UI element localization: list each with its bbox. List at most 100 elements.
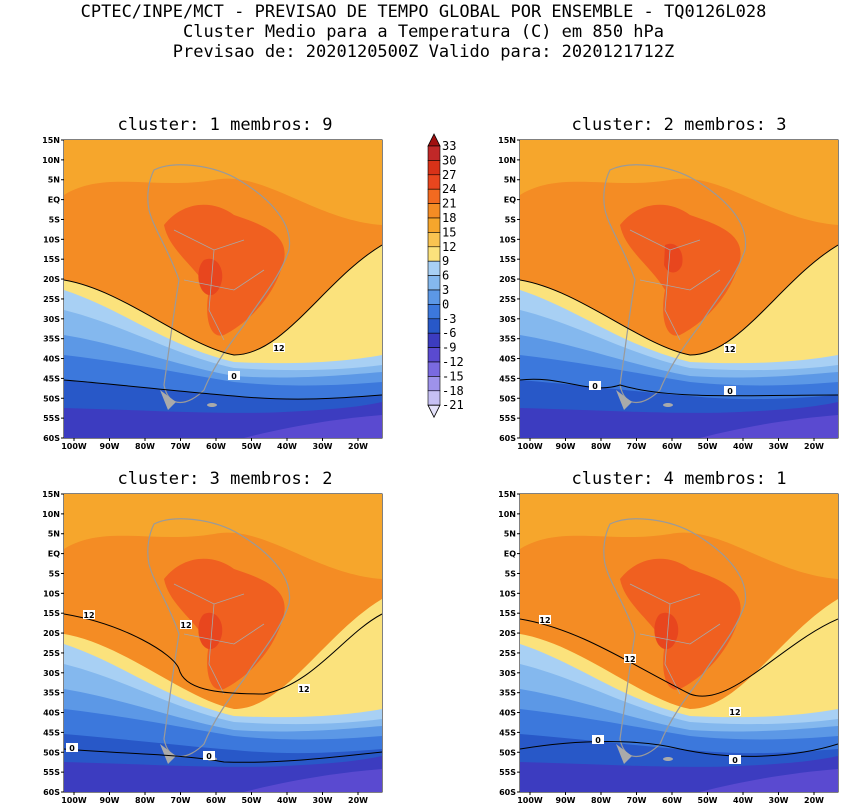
field-15-18 <box>64 140 382 225</box>
lat-tick-label: 50S <box>43 748 60 757</box>
continent-outline <box>147 164 291 403</box>
colorbar-top-arrow <box>427 133 441 147</box>
map-frame-group: 15N 10N 5N EQ 5S 10S 15S 20S 25S 30S 35S 40S 45S 50S 5… <box>498 136 839 450</box>
colorbar-label: -3 <box>442 312 456 326</box>
continent-outline <box>603 164 747 403</box>
colorbar-cell <box>427 232 441 248</box>
contour-label-box <box>298 684 310 693</box>
lat-tick-label: 60S <box>499 434 516 443</box>
lat-tick-label: 40S <box>499 355 516 364</box>
lon-tick-label: 30W <box>769 796 789 803</box>
lon-tick-label: 20W <box>348 442 368 450</box>
lon-tick-label: 60W <box>662 442 682 450</box>
lon-tick-label: 70W <box>627 442 647 450</box>
lat-tick-label: 30S <box>499 669 516 678</box>
lat-tick-label: 15N <box>498 490 516 499</box>
contour-label: 0 <box>69 744 75 753</box>
contour-label: 0 <box>592 382 598 391</box>
colorbar-cell <box>427 217 441 233</box>
lon-tick-label: 60W <box>206 442 226 450</box>
lat-tick-label: 5N <box>504 530 516 539</box>
colorbar-bottom-arrow <box>427 404 441 419</box>
colorbar-cell <box>427 376 441 392</box>
contour-label: 0 <box>732 756 738 765</box>
lat-tick-label: 60S <box>43 788 60 797</box>
colorbar-label: 24 <box>442 182 456 196</box>
field-21-24 <box>164 558 285 690</box>
country-borders <box>173 229 265 341</box>
lon-tick-label: 100W <box>517 796 543 803</box>
field-band <box>700 415 838 438</box>
header-line-3: Previsao de: 2020120500Z Valido para: 20… <box>172 42 675 62</box>
lon-tick-label: 60W <box>206 796 226 803</box>
lat-tick-label: 10S <box>43 235 60 244</box>
contour-line <box>64 244 382 356</box>
colorbar-label: -12 <box>442 355 464 369</box>
lon-tick-label: 50W <box>242 442 262 450</box>
lat-tick-label: 20S <box>499 629 516 638</box>
contour-label: 0 <box>231 372 237 381</box>
tierra-del-fuego <box>616 744 632 764</box>
country-borders <box>629 583 721 695</box>
lat-tick-label: 20S <box>43 629 60 638</box>
temperature-map-cluster-4: 15N 10N 5N EQ 5S 10S 15S 20S 25S 30S 35S 40S 45S 50S 5… <box>498 490 839 803</box>
colorbar-cell <box>427 361 441 377</box>
contour-label-box <box>592 735 604 744</box>
lat-tick-label: 55S <box>499 768 516 777</box>
lat-tick-label: 35S <box>43 689 60 698</box>
lat-tick-label: 5S <box>49 215 61 224</box>
lat-tick-label: 30S <box>499 315 516 324</box>
lat-tick-label: 5N <box>48 176 60 185</box>
contour-label-box <box>273 343 285 352</box>
lon-tick-label: 90W <box>556 796 576 803</box>
lat-tick-label: 50S <box>43 394 60 403</box>
lat-tick-label: EQ <box>48 550 60 559</box>
map-frame-group: 15N 10N 5N EQ 5S 10S 15S 20S 25S 30S 35S 40S 45S 50S 5… <box>42 490 383 803</box>
contour-label-box <box>203 751 215 760</box>
lat-tick-label: 60S <box>43 434 60 443</box>
contour-line <box>520 378 838 397</box>
contour-label-box <box>228 371 240 380</box>
lon-tick-label: 80W <box>591 442 611 450</box>
lat-tick-label: 5N <box>48 530 60 539</box>
lon-tick-label: 100W <box>61 442 87 450</box>
lat-tick-label: 5N <box>504 176 516 185</box>
lat-tick-label: 55S <box>43 414 60 423</box>
colorbar-cell <box>427 275 441 291</box>
lat-tick-label: 35S <box>499 689 516 698</box>
lat-tick-label: 45S <box>499 374 516 383</box>
contour-label: 12 <box>539 616 550 625</box>
colorbar-cell <box>427 160 441 176</box>
colorbar-cell <box>427 203 441 219</box>
lat-tick-label: 40S <box>43 709 60 718</box>
lon-tick-label: 50W <box>242 796 262 803</box>
lon-tick-label: 70W <box>171 796 191 803</box>
field-band <box>700 769 838 792</box>
colorbar-label: 21 <box>442 197 456 211</box>
lat-tick-label: 45S <box>43 374 60 383</box>
lat-tick-label: 10N <box>498 156 516 165</box>
lat-tick-label: 20S <box>43 275 60 284</box>
lat-tick-label: 20S <box>499 275 516 284</box>
lon-tick-label: 90W <box>556 442 576 450</box>
lat-tick-label: 10S <box>499 589 516 598</box>
tierra-del-fuego <box>160 744 176 764</box>
lon-tick-label: 30W <box>769 442 789 450</box>
lat-tick-label: 55S <box>499 414 516 423</box>
lon-tick-label: 80W <box>591 796 611 803</box>
contour-label: 0 <box>727 387 733 396</box>
falkland-islands <box>663 757 673 761</box>
colorbar-label: -6 <box>442 326 456 340</box>
lat-tick-label: 40S <box>43 355 60 364</box>
lat-tick-label: 10N <box>42 156 60 165</box>
colorbar-label: 33 <box>442 139 456 153</box>
lon-tick-label: 60W <box>662 796 682 803</box>
lon-tick-label: 100W <box>517 442 543 450</box>
lat-tick-label: 5S <box>49 569 61 578</box>
lat-tick-label: 40S <box>499 709 516 718</box>
colorbar-label: 6 <box>442 269 449 283</box>
colorbar-cell <box>427 246 441 262</box>
lon-tick-label: 40W <box>733 442 753 450</box>
colorbar-cell <box>427 390 441 406</box>
